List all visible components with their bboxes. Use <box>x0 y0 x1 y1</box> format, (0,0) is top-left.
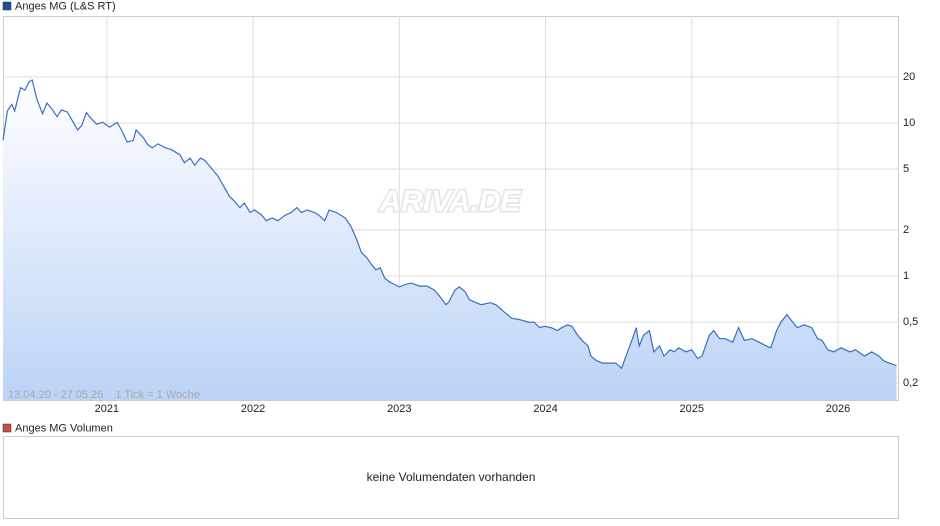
x-tick-label: 2026 <box>826 403 850 415</box>
no-data-note: keine Volumendaten vorhanden <box>367 470 536 484</box>
volume-panel <box>3 436 899 519</box>
y-tick-label: 20 <box>903 71 915 83</box>
tick-note: 1 Tick = 1 Woche <box>115 389 199 401</box>
area <box>3 80 897 400</box>
x-tick-label: 2022 <box>241 403 265 415</box>
y-tick-label: 0,5 <box>903 316 918 328</box>
price-line <box>2 79 897 370</box>
x-tick-label: 2025 <box>680 403 704 415</box>
y-tick-label: 1 <box>903 270 909 282</box>
y-tick-label: 10 <box>903 117 915 129</box>
legend-swatch <box>2 1 12 11</box>
x-tick-label: 2021 <box>95 403 119 415</box>
x-tick-label: 2024 <box>533 403 557 415</box>
date-range: 13.04.20 - 27.05.26 <box>8 389 103 401</box>
legend-label: Anges MG (L&S RT) <box>15 0 116 12</box>
watermark: ARIVA.DE <box>378 185 521 218</box>
y-tick-label: 2 <box>903 224 909 236</box>
y-tick-label: 5 <box>903 163 909 175</box>
y-tick-label: 0,2 <box>903 377 918 389</box>
x-tick-label: 2023 <box>387 403 411 415</box>
legend-label: Anges MG Volumen <box>15 422 113 434</box>
legend-swatch <box>2 423 12 433</box>
